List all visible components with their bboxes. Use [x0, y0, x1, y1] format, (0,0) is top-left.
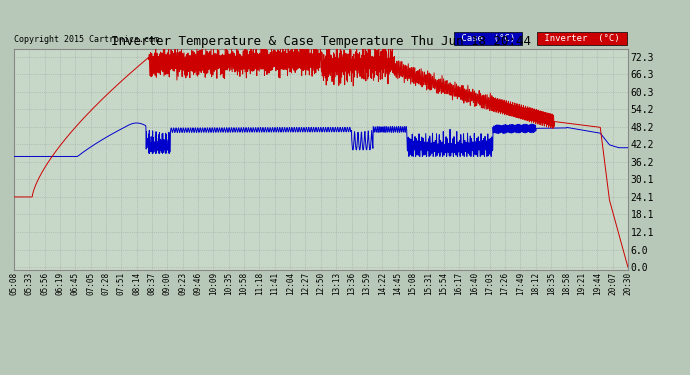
Text: Copyright 2015 Cartronics.com: Copyright 2015 Cartronics.com [14, 35, 159, 44]
Text: Inverter  (°C): Inverter (°C) [539, 34, 625, 43]
Title: Inverter Temperature & Case Temperature Thu Jun 18 20:44: Inverter Temperature & Case Temperature … [111, 34, 531, 48]
Text: Case  (°C): Case (°C) [456, 34, 520, 43]
